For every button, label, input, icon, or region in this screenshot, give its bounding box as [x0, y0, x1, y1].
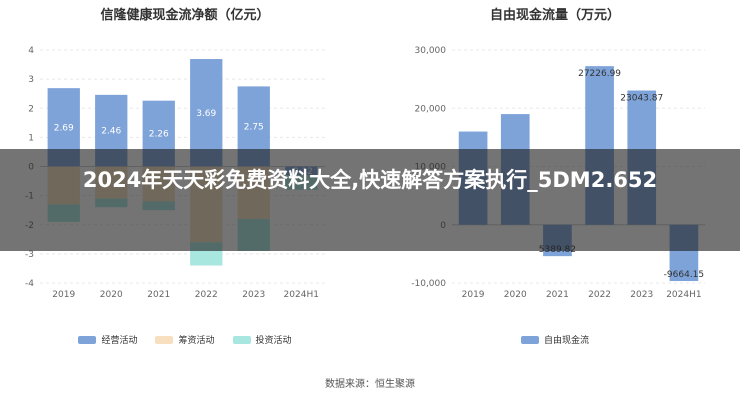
x-tick-label: 2019	[52, 290, 75, 300]
x-tick-label: 2023	[242, 290, 265, 300]
legend-item-financing[interactable]: 筹资活动	[155, 333, 215, 346]
y-tick-label: 2	[28, 104, 34, 114]
data-label: 2.69	[54, 123, 74, 133]
data-label: 2.46	[101, 127, 121, 137]
y-tick-label: -10,000	[411, 279, 446, 289]
y-tick-label: 30,000	[415, 46, 447, 56]
chart-legend: 经营活动 筹资活动 投资活动	[0, 333, 370, 346]
data-label: 2.75	[244, 122, 264, 132]
x-tick-label: 2024H1	[666, 290, 701, 300]
data-label: 3.69	[196, 109, 216, 119]
data-label: 2.26	[149, 130, 169, 140]
x-tick-label: 2022	[195, 290, 218, 300]
chart-title: 信隆健康现金流净额（亿元）	[100, 8, 270, 23]
x-tick-label: 2023	[630, 290, 653, 300]
legend-item-operating[interactable]: 经营活动	[78, 333, 137, 346]
x-tick-label: 2019	[462, 290, 485, 300]
legend-label: 经营活动	[101, 336, 138, 346]
legend-label: 筹资活动	[178, 336, 215, 346]
x-tick-label: 2020	[504, 290, 527, 300]
data-label: 27226.99	[578, 69, 621, 79]
y-tick-label: -3	[25, 250, 34, 260]
legend-item-free-cash[interactable]: 自由现金流	[520, 333, 589, 346]
legend-swatch	[78, 335, 97, 344]
data-label: -9664.15	[664, 270, 704, 280]
legend-swatch	[520, 335, 539, 344]
legend-swatch	[155, 335, 174, 344]
bar-经营活动-2022	[190, 59, 223, 167]
chart-title: 自由现金流量（万元）	[489, 8, 620, 23]
legend-swatch	[232, 335, 251, 344]
x-tick-label: 2024H1	[284, 290, 319, 300]
y-tick-label: 4	[28, 46, 34, 56]
y-tick-label: 1	[28, 133, 34, 143]
overlay-banner: 2024年天天彩免费资料大全,快速解答方案执行_5DM2.652	[0, 149, 740, 251]
y-tick-label: 3	[28, 75, 34, 85]
x-tick-label: 2021	[147, 290, 170, 300]
banner-text: 2024年天天彩免费资料大全,快速解答方案执行_5DM2.652	[82, 168, 658, 192]
chart-legend: 自由现金流	[370, 333, 740, 346]
x-tick-label: 2020	[100, 290, 123, 300]
y-tick-label: 20,000	[415, 104, 447, 114]
x-tick-label: 2021	[546, 290, 569, 300]
y-tick-label: -4	[25, 279, 34, 289]
legend-item-investing[interactable]: 投资活动	[232, 333, 292, 346]
data-source: 数据来源：恒生聚源	[325, 379, 415, 390]
data-label: 23043.87	[620, 94, 663, 104]
legend-label: 自由现金流	[543, 336, 589, 346]
x-tick-label: 2022	[588, 290, 611, 300]
legend-label: 投资活动	[255, 336, 292, 346]
